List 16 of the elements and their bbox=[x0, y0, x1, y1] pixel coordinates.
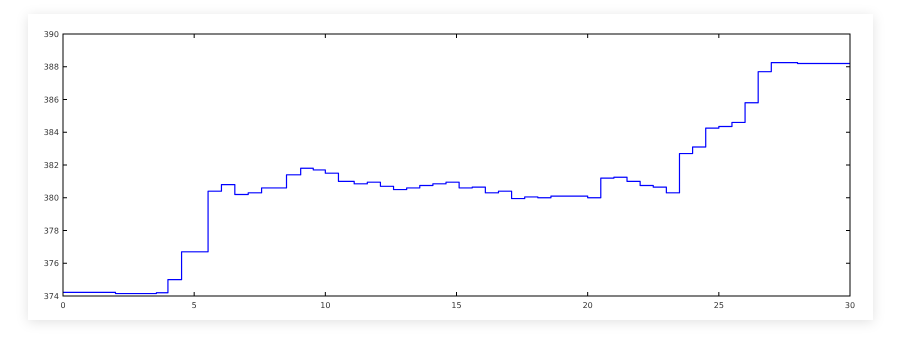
x-tick-label: 20 bbox=[582, 301, 593, 310]
y-tick-label: 386 bbox=[44, 95, 59, 104]
y-tick-label: 384 bbox=[44, 128, 59, 138]
x-tick-label: 0 bbox=[60, 301, 66, 310]
x-tick-label: 15 bbox=[451, 301, 462, 310]
y-tick-label: 374 bbox=[44, 292, 59, 301]
y-tick-label: 376 bbox=[44, 259, 59, 268]
y-tick-label: 380 bbox=[44, 194, 59, 203]
y-tick-label: 378 bbox=[44, 226, 59, 236]
y-tick-label: 388 bbox=[44, 62, 59, 72]
y-tick-label: 382 bbox=[44, 160, 59, 170]
x-tick-label: 30 bbox=[844, 301, 856, 310]
x-tick-label: 5 bbox=[192, 301, 197, 310]
y-tick-label: 390 bbox=[44, 30, 59, 39]
x-tick-label: 25 bbox=[714, 301, 724, 310]
x-tick-label: 10 bbox=[320, 301, 330, 310]
